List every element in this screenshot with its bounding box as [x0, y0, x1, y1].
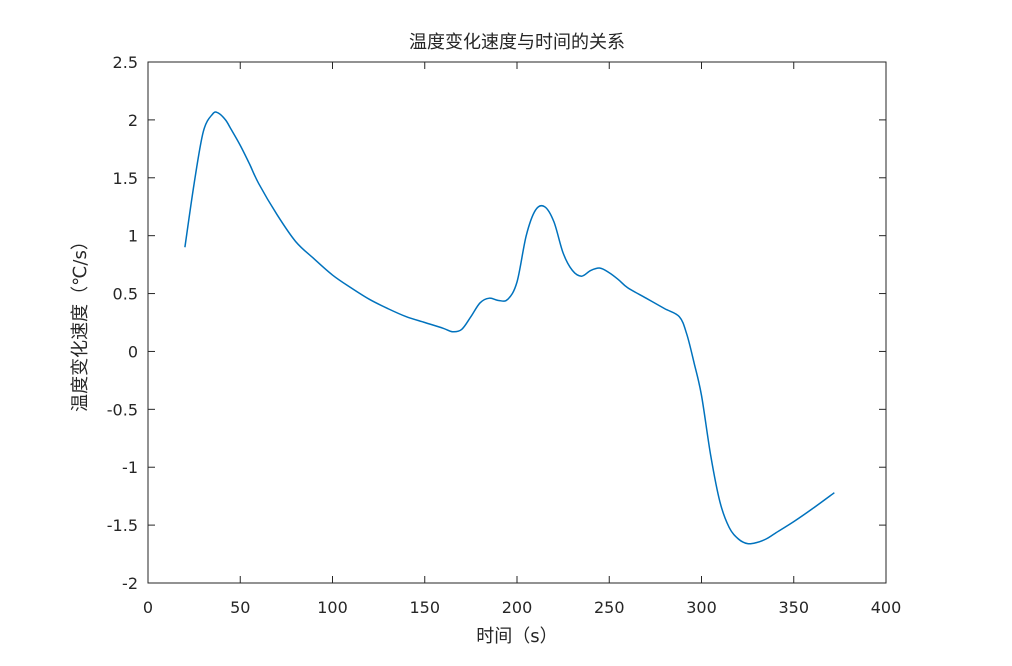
y-axis-label: 温度变化速度（℃/s）: [70, 232, 91, 412]
x-tick-label: 400: [871, 598, 902, 617]
y-tick-label: 0: [128, 342, 138, 361]
x-tick-label: 350: [778, 598, 809, 617]
x-tick-label: 100: [317, 598, 348, 617]
x-tick-label: 250: [594, 598, 625, 617]
y-tick-label: 1.5: [113, 169, 138, 188]
x-axis-label: 时间（s）: [476, 626, 557, 647]
x-tick-label: 200: [502, 598, 533, 617]
axis-tick-labels: 0 50 100 150 200 250 300 350 400 -2 -1.5 -1 -0.5 0 0.5…: [107, 53, 901, 617]
x-tick-label: 0: [143, 598, 153, 617]
y-tick-label: -1.5: [107, 516, 138, 535]
x-tick-label: 300: [686, 598, 717, 617]
y-tick-label: 0.5: [113, 285, 138, 304]
series-line: [184, 111, 835, 545]
y-tick-label: -1: [122, 458, 138, 477]
x-tick-label: 50: [230, 598, 250, 617]
chart-title: 温度变化速度与时间的关系: [409, 32, 625, 53]
axis-ticks: [147, 61, 887, 584]
y-tick-label: -0.5: [107, 400, 138, 419]
plot-area: [147, 61, 887, 584]
x-tick-label: 150: [409, 598, 440, 617]
y-tick-label: 2.5: [113, 53, 138, 72]
y-tick-label: 2: [128, 111, 138, 130]
y-tick-label: 1: [128, 227, 138, 246]
y-tick-label: -2: [122, 574, 138, 593]
